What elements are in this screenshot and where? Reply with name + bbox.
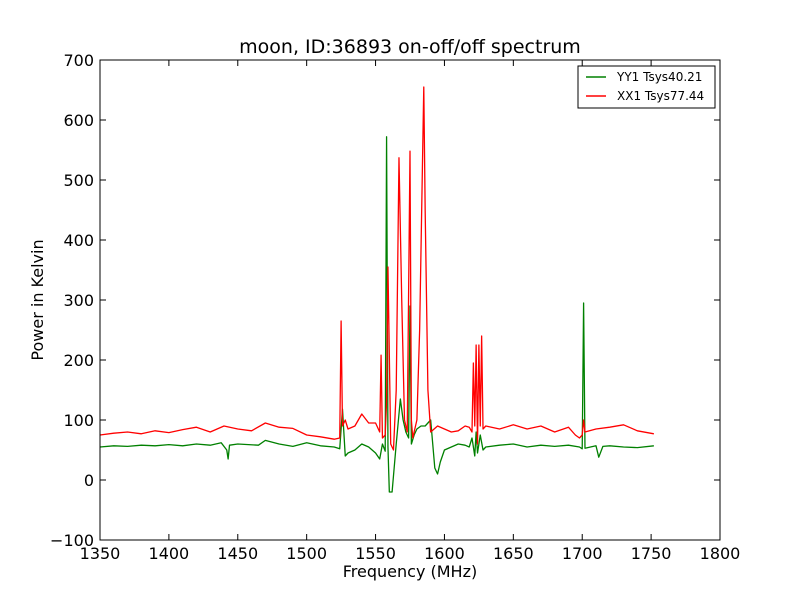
x-tick-label: 1750 xyxy=(631,544,672,563)
x-tick-label: 1650 xyxy=(493,544,534,563)
legend-label-xx1: XX1 Tsys77.44 xyxy=(617,89,704,103)
chart-title: moon, ID:36893 on-off/off spectrum xyxy=(239,36,581,58)
legend-label-yy1: YY1 Tsys40.21 xyxy=(616,70,702,84)
legend-box xyxy=(577,65,716,109)
y-tick-label: 100 xyxy=(63,411,94,430)
ticks-layer: 1350 1400 1450 1500 1550 1600 1650 1700 1750 1800… xyxy=(50,51,740,563)
y-axis-label: Power in Kelvin xyxy=(28,239,47,360)
x-tick-label: 1500 xyxy=(286,544,327,563)
x-tick-label: 1400 xyxy=(149,544,190,563)
y-tick-label: 700 xyxy=(63,51,94,70)
y-tick-label: 300 xyxy=(63,291,94,310)
x-axis-label: Frequency (MHz) xyxy=(343,562,477,581)
x-tick-label: 1550 xyxy=(355,544,396,563)
x-tick-label: 1800 xyxy=(700,544,741,563)
y-tick-label: −100 xyxy=(50,531,94,550)
legend: YY1 Tsys40.21 XX1 Tsys77.44 xyxy=(577,65,716,109)
x-tick-label: 1350 xyxy=(80,544,121,563)
series-layer xyxy=(99,86,654,493)
y-tick-label: 400 xyxy=(63,231,94,250)
y-tick-label: 200 xyxy=(63,351,94,370)
y-tick-label: 600 xyxy=(63,111,94,130)
x-tick-label: 1450 xyxy=(217,544,258,563)
series-line-yy1 xyxy=(99,136,654,493)
x-tick-label: 1600 xyxy=(424,544,465,563)
x-tick-label: 1700 xyxy=(562,544,603,563)
y-tick-label: 0 xyxy=(84,471,94,490)
series-line-xx1 xyxy=(99,86,654,451)
y-tick-label: 500 xyxy=(63,171,94,190)
